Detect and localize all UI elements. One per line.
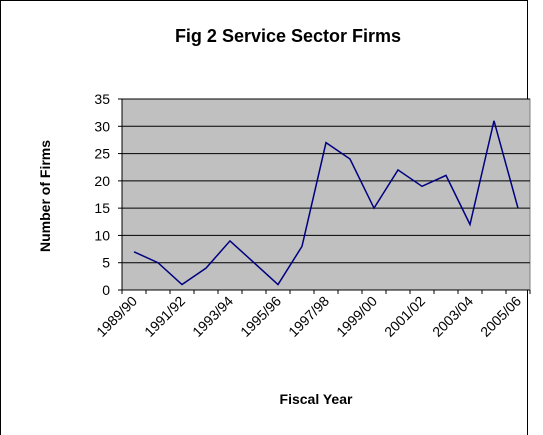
y-tick-label: 5 — [102, 255, 110, 271]
y-tick-label: 35 — [94, 91, 110, 107]
data-line — [133, 120, 519, 286]
plot-area — [121, 98, 531, 291]
y-tick-label: 25 — [94, 146, 110, 162]
y-tick-label: 20 — [94, 173, 110, 189]
y-tick-label: 30 — [94, 118, 110, 134]
x-axis-title: Fiscal Year — [280, 391, 353, 407]
y-tick-label: 15 — [94, 200, 110, 216]
y-tick-label: 0 — [102, 282, 110, 298]
y-tick-label: 10 — [94, 227, 110, 243]
y-axis-title: Number of Firms — [37, 140, 53, 252]
chart-title: Fig 2 Service Sector Firms — [175, 26, 401, 46]
